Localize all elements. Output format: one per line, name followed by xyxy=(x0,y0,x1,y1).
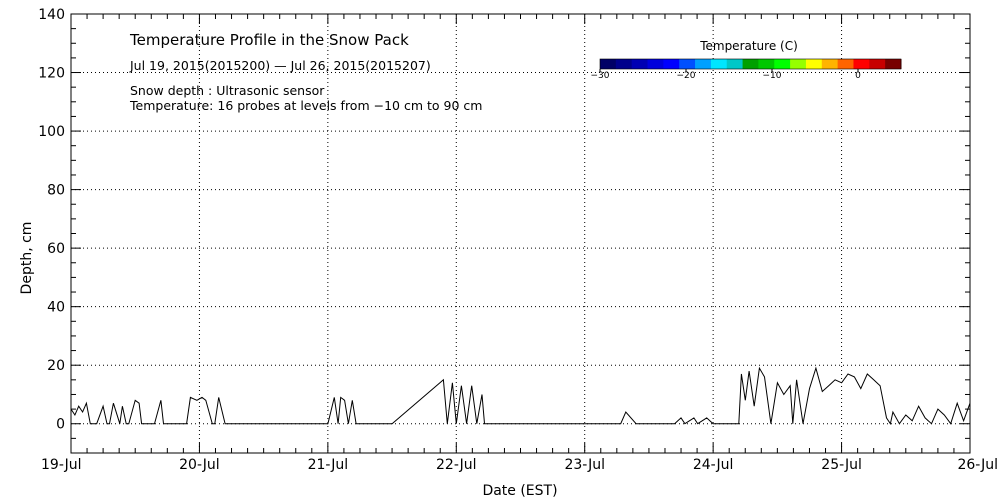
y-tick-label: 20 xyxy=(47,358,65,374)
colorbar-outline xyxy=(599,58,902,70)
label-layer: 0 20 40 60 80 100 120 140 19-Jul 20-Jul 21-Jul 22-J… xyxy=(38,7,998,473)
series-layer xyxy=(70,366,971,425)
chart-title: Temperature Profile in the Snow Pack xyxy=(129,31,409,49)
colorbar-cell xyxy=(679,59,696,69)
snow-depth-series-line xyxy=(70,366,971,425)
colorbar-cell xyxy=(600,59,617,69)
y-tick-label: 80 xyxy=(47,183,65,199)
colorbar-cell xyxy=(885,59,902,69)
x-axis-label: Date (EST) xyxy=(482,483,557,499)
tick-layer xyxy=(70,13,971,454)
x-tick-label: 22-Jul xyxy=(436,457,477,473)
colorbar-cell xyxy=(631,59,649,69)
y-tick-label: 60 xyxy=(47,241,65,257)
x-tick-label: 20-Jul xyxy=(179,457,220,473)
colorbar-cell xyxy=(853,59,870,69)
y-tick-label: 0 xyxy=(56,417,65,433)
colorbar-ticks: −30 −20 −10 0 xyxy=(591,69,861,81)
colorbar-cell xyxy=(647,59,664,69)
grid-layer xyxy=(71,13,970,453)
colorbar-cell xyxy=(790,59,807,69)
colorbar-tick-label: 0 xyxy=(855,71,861,81)
colorbar-tick-label: −20 xyxy=(677,71,696,81)
y-axis-label: Depth, cm xyxy=(19,222,35,295)
colorbar-cell xyxy=(774,59,791,69)
y-tick-label: 140 xyxy=(38,7,65,23)
x-tick-label: 25-Jul xyxy=(821,457,862,473)
annotation-sensor: Snow depth : Ultrasonic sensor xyxy=(130,83,325,98)
chart-subtitle: Jul 19, 2015(2015200) — Jul 26, 2015(201… xyxy=(129,58,431,73)
x-tick-label: 24-Jul xyxy=(693,457,734,473)
colorbar-cell xyxy=(615,59,633,69)
colorbar-cell xyxy=(695,59,712,69)
colorbar-cell xyxy=(663,59,680,69)
y-tick-label: 40 xyxy=(47,300,65,316)
y-tick-label: 120 xyxy=(38,66,65,82)
colorbar-cell xyxy=(742,59,759,69)
temperature-colorbar: Temperature (C) −30 −20 −10 0 xyxy=(591,39,902,81)
x-tick-label: 23-Jul xyxy=(564,457,605,473)
colorbar-cell xyxy=(726,59,744,69)
colorbar-cell xyxy=(837,59,854,69)
colorbar-cell xyxy=(869,59,886,69)
colorbar-cell xyxy=(805,59,823,69)
x-tick-label: 19-Jul xyxy=(41,457,82,473)
colorbar-cell xyxy=(758,59,775,69)
plot-frame xyxy=(70,13,971,454)
x-tick-label: 21-Jul xyxy=(308,457,349,473)
colorbar-cell xyxy=(710,59,728,69)
colorbar-cells xyxy=(599,58,902,70)
annotation-probes: Temperature: 16 probes at levels from −1… xyxy=(129,98,482,113)
y-tick-label: 100 xyxy=(38,124,65,140)
colorbar-title: Temperature (C) xyxy=(699,39,798,53)
colorbar-tick-label: −30 xyxy=(591,71,610,81)
x-tick-label: 26-Jul xyxy=(957,457,998,473)
colorbar-cell xyxy=(821,59,839,69)
colorbar-tick-label: −10 xyxy=(763,71,782,81)
